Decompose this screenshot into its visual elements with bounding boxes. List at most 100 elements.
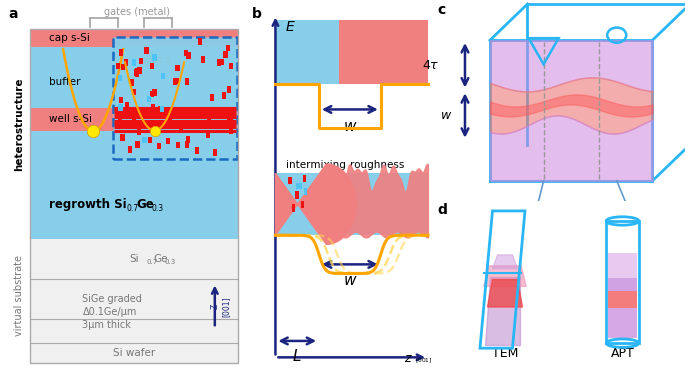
FancyBboxPatch shape bbox=[150, 63, 154, 69]
Text: intermixing: intermixing bbox=[286, 160, 346, 170]
Text: APT: APT bbox=[610, 347, 634, 360]
FancyBboxPatch shape bbox=[229, 128, 234, 134]
FancyBboxPatch shape bbox=[185, 141, 190, 148]
FancyBboxPatch shape bbox=[147, 96, 151, 102]
Text: buffer: buffer bbox=[49, 77, 81, 87]
Text: virtual substrate: virtual substrate bbox=[14, 255, 24, 336]
FancyBboxPatch shape bbox=[136, 68, 140, 74]
Text: SiGe graded: SiGe graded bbox=[82, 294, 142, 304]
FancyBboxPatch shape bbox=[113, 36, 237, 158]
Text: d: d bbox=[438, 202, 447, 217]
FancyBboxPatch shape bbox=[130, 80, 134, 86]
FancyBboxPatch shape bbox=[119, 104, 123, 110]
Polygon shape bbox=[493, 255, 517, 269]
FancyBboxPatch shape bbox=[296, 183, 299, 189]
FancyBboxPatch shape bbox=[145, 47, 149, 54]
FancyBboxPatch shape bbox=[136, 141, 140, 148]
Polygon shape bbox=[485, 277, 520, 345]
FancyBboxPatch shape bbox=[125, 102, 129, 108]
FancyBboxPatch shape bbox=[116, 62, 120, 69]
FancyBboxPatch shape bbox=[185, 78, 189, 85]
Text: dots: dots bbox=[144, 55, 171, 65]
Text: 3μm thick: 3μm thick bbox=[82, 320, 132, 330]
Text: a: a bbox=[8, 7, 18, 20]
FancyBboxPatch shape bbox=[229, 117, 234, 124]
FancyBboxPatch shape bbox=[148, 137, 153, 143]
FancyBboxPatch shape bbox=[176, 141, 180, 148]
Text: 0.3: 0.3 bbox=[151, 204, 164, 213]
FancyBboxPatch shape bbox=[227, 119, 231, 126]
Text: 0.7: 0.7 bbox=[126, 204, 138, 213]
FancyBboxPatch shape bbox=[166, 138, 170, 144]
FancyBboxPatch shape bbox=[157, 143, 162, 149]
FancyBboxPatch shape bbox=[124, 59, 128, 65]
Text: $4\tau$: $4\tau$ bbox=[423, 59, 440, 72]
Text: Δ0.1Ge/μm: Δ0.1Ge/μm bbox=[82, 307, 137, 317]
FancyBboxPatch shape bbox=[186, 137, 190, 143]
Polygon shape bbox=[488, 280, 523, 307]
FancyBboxPatch shape bbox=[118, 114, 122, 121]
FancyBboxPatch shape bbox=[128, 146, 132, 153]
FancyBboxPatch shape bbox=[160, 106, 164, 112]
FancyBboxPatch shape bbox=[165, 109, 169, 116]
Polygon shape bbox=[484, 266, 526, 286]
FancyBboxPatch shape bbox=[223, 51, 227, 58]
Text: 0.7: 0.7 bbox=[147, 259, 158, 265]
Text: heterostructure: heterostructure bbox=[14, 77, 24, 171]
FancyBboxPatch shape bbox=[303, 175, 306, 182]
FancyBboxPatch shape bbox=[213, 149, 217, 156]
FancyBboxPatch shape bbox=[210, 94, 214, 101]
FancyBboxPatch shape bbox=[30, 29, 238, 239]
FancyBboxPatch shape bbox=[151, 103, 155, 110]
FancyBboxPatch shape bbox=[299, 183, 303, 189]
FancyBboxPatch shape bbox=[137, 129, 141, 135]
FancyBboxPatch shape bbox=[295, 192, 299, 199]
Text: gates (metal): gates (metal) bbox=[104, 7, 170, 17]
FancyBboxPatch shape bbox=[185, 110, 189, 116]
FancyBboxPatch shape bbox=[179, 124, 183, 131]
FancyBboxPatch shape bbox=[186, 52, 190, 59]
Polygon shape bbox=[275, 164, 356, 244]
Text: b: b bbox=[252, 7, 262, 20]
Text: roughness: roughness bbox=[350, 160, 404, 170]
FancyBboxPatch shape bbox=[225, 45, 229, 51]
Text: $z$: $z$ bbox=[404, 352, 413, 365]
Text: Ge: Ge bbox=[153, 254, 168, 264]
Text: $E$: $E$ bbox=[284, 20, 295, 34]
FancyBboxPatch shape bbox=[121, 64, 125, 70]
Text: c: c bbox=[438, 3, 446, 17]
FancyBboxPatch shape bbox=[30, 239, 238, 363]
FancyBboxPatch shape bbox=[192, 122, 197, 128]
FancyBboxPatch shape bbox=[173, 78, 177, 84]
FancyBboxPatch shape bbox=[175, 78, 179, 84]
Text: $L$: $L$ bbox=[292, 348, 302, 364]
FancyBboxPatch shape bbox=[30, 108, 238, 131]
FancyBboxPatch shape bbox=[168, 115, 172, 121]
FancyBboxPatch shape bbox=[152, 54, 157, 61]
FancyBboxPatch shape bbox=[150, 91, 154, 97]
FancyBboxPatch shape bbox=[184, 49, 188, 56]
FancyBboxPatch shape bbox=[119, 97, 123, 103]
FancyBboxPatch shape bbox=[132, 59, 136, 66]
FancyBboxPatch shape bbox=[207, 113, 212, 120]
Text: cap s-Si: cap s-Si bbox=[49, 33, 90, 43]
FancyBboxPatch shape bbox=[608, 291, 637, 308]
Text: Ge: Ge bbox=[137, 198, 155, 211]
FancyBboxPatch shape bbox=[608, 253, 637, 278]
FancyBboxPatch shape bbox=[339, 20, 428, 84]
FancyBboxPatch shape bbox=[303, 188, 307, 195]
FancyBboxPatch shape bbox=[30, 30, 238, 47]
FancyBboxPatch shape bbox=[288, 177, 292, 184]
FancyBboxPatch shape bbox=[292, 204, 295, 212]
FancyBboxPatch shape bbox=[301, 201, 304, 208]
Text: regrowth Si: regrowth Si bbox=[49, 198, 127, 211]
FancyBboxPatch shape bbox=[135, 70, 139, 77]
Text: well s-Si: well s-Si bbox=[49, 115, 92, 125]
Text: $w$: $w$ bbox=[342, 273, 357, 289]
Text: Z
[001]: Z [001] bbox=[211, 296, 230, 317]
FancyBboxPatch shape bbox=[206, 132, 210, 138]
FancyBboxPatch shape bbox=[195, 147, 199, 154]
FancyBboxPatch shape bbox=[608, 278, 637, 291]
Text: Si: Si bbox=[129, 254, 139, 264]
Text: TEM: TEM bbox=[492, 347, 518, 360]
